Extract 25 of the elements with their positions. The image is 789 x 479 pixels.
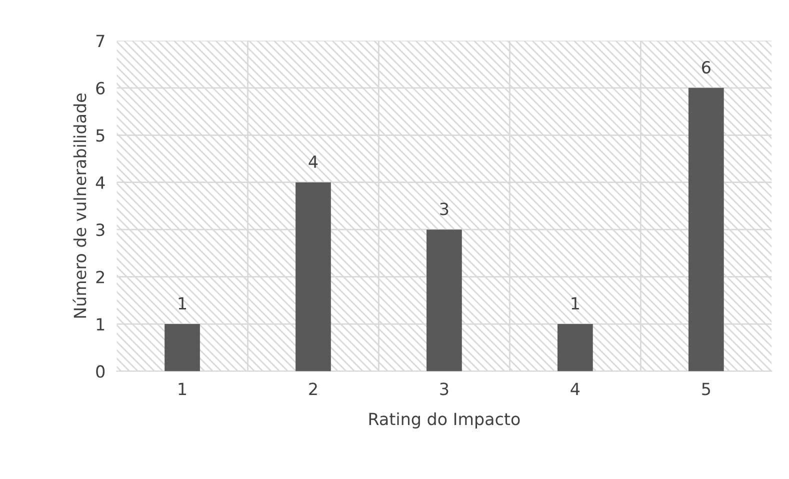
- x-tick-label: 5: [702, 382, 710, 396]
- x-axis-title: Rating do Impacto: [369, 412, 520, 428]
- y-axis-title: Número de vulnerabilidade: [72, 94, 86, 318]
- y-tick-label: 6: [96, 82, 105, 94]
- y-tick-label: 2: [96, 270, 104, 284]
- data-label: 6: [702, 60, 710, 74]
- y-tick-label: 0: [96, 365, 105, 378]
- y-tick-label: 7: [96, 34, 104, 48]
- bar: [164, 324, 200, 372]
- data-label: 4: [308, 156, 318, 168]
- y-tick-label: 1: [96, 318, 104, 330]
- data-label: 1: [572, 297, 579, 310]
- y-tick-label: 5: [96, 129, 104, 142]
- x-tick-label: 1: [178, 382, 186, 395]
- data-label: 1: [178, 297, 186, 310]
- bar: [426, 230, 462, 372]
- y-tick-label: 4: [96, 176, 105, 189]
- bar: [688, 88, 724, 372]
- bar: [296, 182, 331, 372]
- x-tick-label: 2: [309, 382, 317, 395]
- x-tick-label: 4: [570, 382, 580, 395]
- bar: [558, 324, 593, 372]
- data-label: 3: [440, 202, 448, 216]
- y-tick-label: 3: [96, 224, 104, 236]
- x-tick-label: 3: [440, 382, 448, 396]
